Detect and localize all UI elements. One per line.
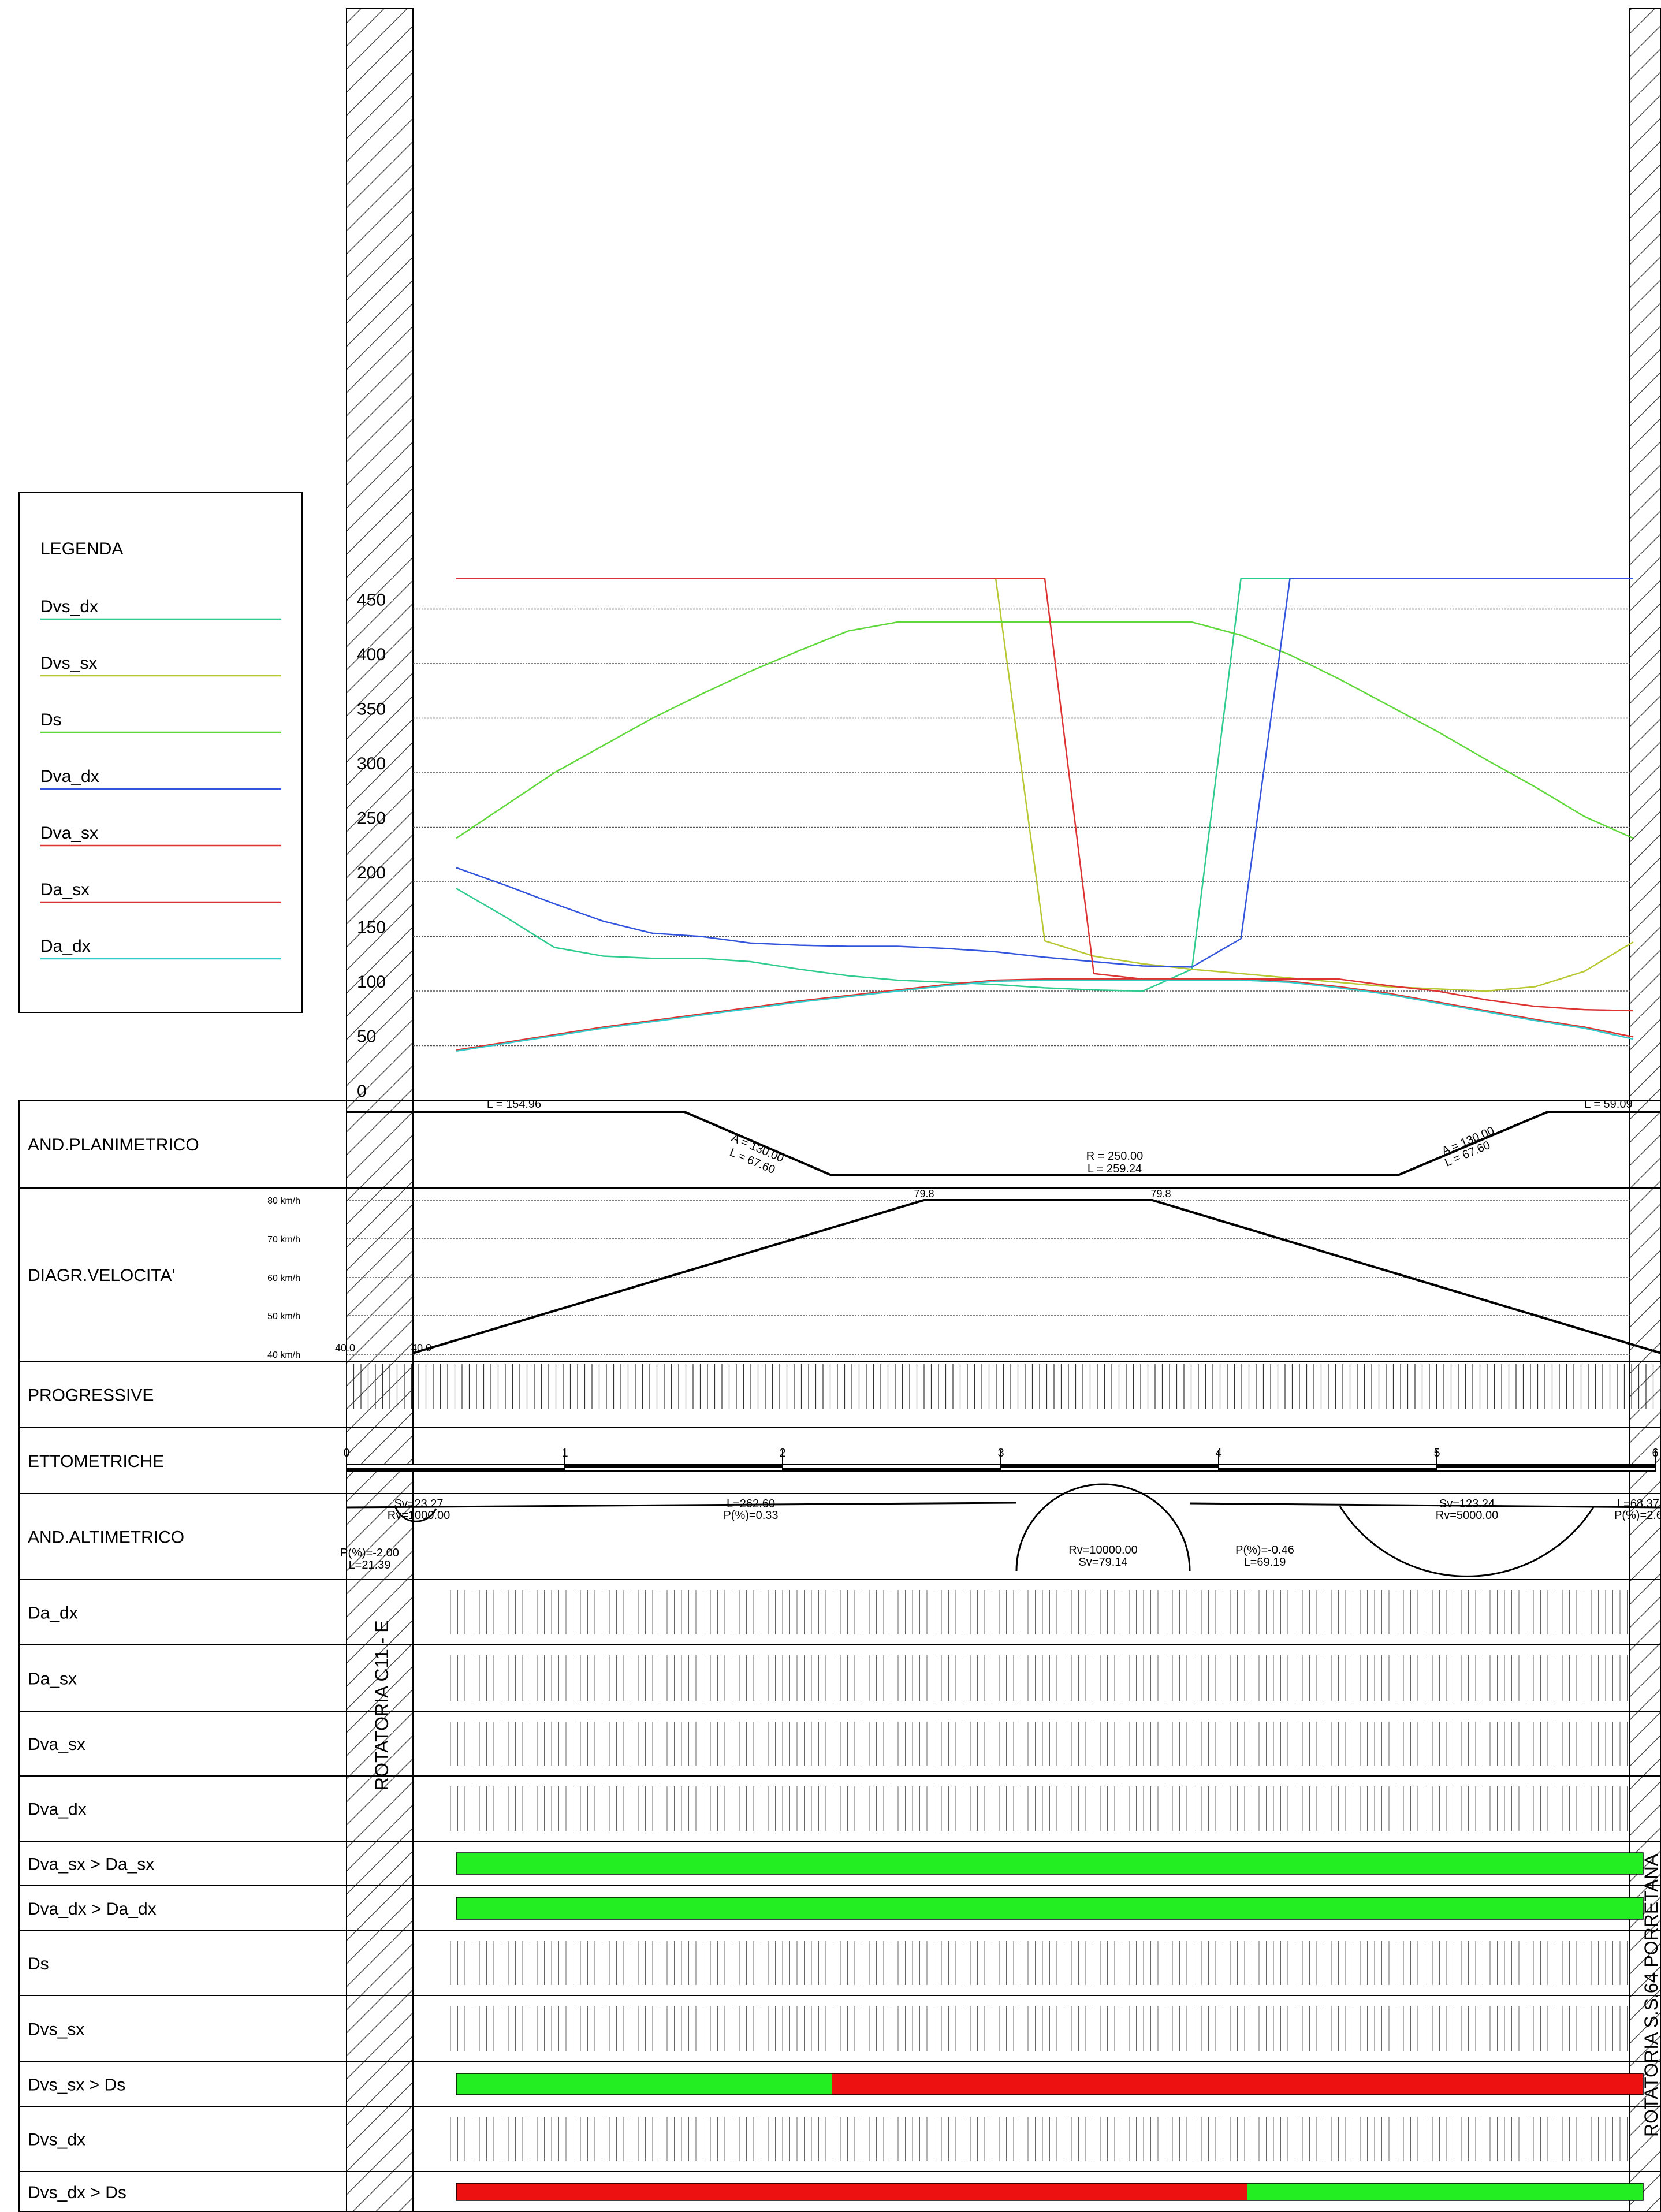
y-tick-label: 50 — [357, 1027, 376, 1047]
alt-l-1: L=21.39 — [349, 1559, 391, 1572]
legend-box — [18, 492, 303, 1013]
altimetric-profile: Sv=23.27 Rv=1000.00 P(%)=-2.00 L=21.39 L… — [340, 1483, 1661, 1577]
y-tick-label: 200 — [357, 863, 386, 882]
alt-rv-1: Rv=1000.00 — [388, 1509, 450, 1522]
status-segment-ok — [1247, 2183, 1643, 2200]
end-roundabout-label: ROTATORIA S.S.64 PORRETANA — [1641, 1853, 1661, 2137]
chart-grid — [413, 608, 1630, 1047]
row-label: ETTOMETRICHE — [28, 1452, 164, 1471]
speed-scale-label: 80 km/h — [267, 1196, 300, 1206]
row-label: Da_sx — [28, 1670, 77, 1689]
speed-diagram: 80 km/h 70 km/h 60 km/h 50 km/h 40 km/h 40.0… — [267, 1188, 1661, 1360]
legend-item-label: Dva_sx — [40, 824, 98, 843]
row-label: Da_dx — [28, 1604, 78, 1623]
chart-series — [456, 578, 1634, 1052]
hectometric-label: 3 — [997, 1447, 1004, 1459]
row-label: DIAGR.VELOCITA' — [28, 1266, 175, 1285]
row-label: Dva_dx > Da_dx — [28, 1900, 157, 1919]
y-tick-label: 0 — [357, 1082, 367, 1101]
status-segment-fail — [832, 2073, 1643, 2095]
legend-title: LEGENDA — [40, 539, 123, 558]
row-label: Dva_sx > Da_sx — [28, 1855, 154, 1874]
row-label: Dva_sx — [28, 1735, 85, 1754]
alt-rv-3: Rv=5000.00 — [1436, 1509, 1498, 1522]
alt-sv-2: Sv=79.14 — [1078, 1556, 1127, 1569]
row-label: PROGRESSIVE — [28, 1386, 154, 1405]
row-label: AND.PLANIMETRICO — [28, 1135, 199, 1155]
legend: LEGENDA Dvs_dx Dvs_sx Ds Dva_dx Dva_sx Da_sx D… — [18, 492, 303, 1013]
alt-p-2: P(%)=0.33 — [723, 1509, 778, 1522]
row-label: Ds — [28, 1954, 49, 1973]
hectometric-label: 2 — [779, 1447, 785, 1459]
alt-sv-1: Sv=23.27 — [394, 1498, 443, 1510]
status-segment-ok — [456, 1853, 1643, 1874]
series-line-ds — [456, 621, 1634, 839]
alt-l-2: L=262.60 — [727, 1498, 775, 1510]
row-label: Dva_dx — [28, 1800, 87, 1819]
progressive-ticks — [346, 1364, 1661, 1409]
speed-start-b: 40.0 — [411, 1342, 431, 1354]
row-label: Dvs_dx — [28, 2131, 85, 2150]
alt-rv-2: Rv=10000.00 — [1068, 1544, 1138, 1556]
y-tick-label: 300 — [357, 754, 386, 773]
y-tick-label: 150 — [357, 918, 386, 937]
series-line-dva-sx — [456, 578, 1634, 1012]
alt-sv-3: Sv=123.24 — [1439, 1498, 1495, 1510]
status-segment-ok — [456, 2073, 832, 2095]
speed-peak-1: 79.8 — [914, 1188, 934, 1200]
value-ticks — [450, 1590, 1628, 2161]
alt-p-3: P(%)=-0.46 — [1235, 1544, 1294, 1556]
series-line-da-sx — [456, 978, 1634, 1051]
speed-start-a: 40.0 — [335, 1342, 355, 1354]
y-tick-label: 450 — [357, 591, 386, 610]
plan-curve-r: R = 250.00 — [1086, 1150, 1143, 1163]
plan-curve-l: L = 259.24 — [1088, 1163, 1142, 1175]
speed-scale-label: 50 km/h — [267, 1312, 300, 1321]
alt-p-4: P(%)=2.6 — [1614, 1509, 1661, 1522]
alt-p-1: P(%)=-2.00 — [340, 1547, 399, 1559]
row-label: Dvs_sx > Ds — [28, 2076, 125, 2095]
speed-scale-label: 40 km/h — [267, 1350, 300, 1360]
row-label: AND.ALTIMETRICO — [28, 1528, 184, 1547]
status-bars — [456, 1852, 1644, 2201]
hectometric-label: 0 — [343, 1447, 349, 1459]
alt-l-4: L=68.37 — [1617, 1498, 1659, 1510]
y-tick-label: 250 — [357, 809, 386, 828]
plan-straight-start: L = 154.96 — [487, 1098, 541, 1111]
status-segment-ok — [456, 1897, 1643, 1919]
series-line-da-dx — [456, 979, 1634, 1052]
y-tick-label: 400 — [357, 645, 386, 664]
hectometric-label: 5 — [1433, 1447, 1440, 1459]
y-tick-label: 100 — [357, 973, 386, 992]
row-label: Dvs_sx — [28, 2020, 84, 2039]
series-line-dvs-sx — [456, 578, 1634, 992]
legend-item-label: Dvs_sx — [40, 654, 97, 673]
hectometric-bar: 0 1 2 3 4 5 6 — [343, 1447, 1659, 1472]
planimetric-profile: L = 154.96 A = 130.00 L = 67.60 R = 250.… — [347, 1098, 1661, 1176]
legend-item-label: Dva_dx — [40, 767, 99, 786]
hectometric-label: 6 — [1652, 1447, 1658, 1459]
legend-item-label: Da_dx — [40, 937, 91, 956]
legend-item-label: Da_sx — [40, 880, 90, 899]
speed-scale-label: 70 km/h — [267, 1235, 300, 1245]
end-hatch-strip — [1629, 8, 1661, 2212]
hectometric-label: 4 — [1215, 1447, 1221, 1459]
start-roundabout-label: ROTATORIA C11 - E — [371, 1620, 392, 1790]
speed-peak-2: 79.8 — [1150, 1188, 1171, 1200]
y-tick-label: 350 — [357, 700, 386, 719]
data-table: AND.PLANIMETRICO DIAGR.VELOCITA' PROGRESSI… — [18, 1100, 1661, 2212]
series-line-dvs-dx — [456, 578, 1633, 992]
alt-l-3: L=69.19 — [1244, 1556, 1286, 1569]
y-axis-ticks: 0 50 100 150 200 250 300 350 400 450 — [357, 591, 386, 1101]
series-line-dva-dx — [456, 578, 1633, 968]
speed-scale-label: 60 km/h — [267, 1273, 300, 1283]
legend-item-label: Ds — [40, 710, 62, 729]
legend-item-label: Dvs_dx — [40, 597, 98, 616]
row-label: Dvs_dx > Ds — [28, 2183, 126, 2202]
status-segment-fail — [456, 2183, 1247, 2200]
start-hatch-strip — [346, 8, 414, 2212]
hectometric-label: 1 — [561, 1447, 568, 1459]
plan-straight-end: L = 59.09 — [1584, 1098, 1632, 1111]
